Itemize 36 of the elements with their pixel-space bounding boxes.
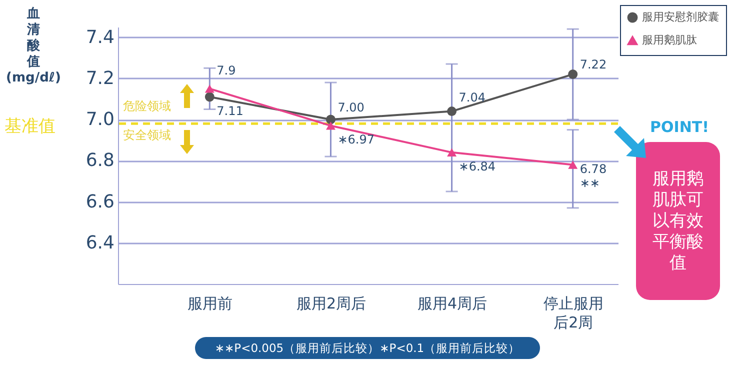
data-label: 7.04 <box>458 90 486 104</box>
annotation: ∗∗ <box>580 176 600 190</box>
text: ∗∗P<0.005（服用前后比较）∗P<0.1（服用前后比较） <box>195 337 540 359</box>
legend-label: 服用鹅肌肽 <box>642 34 697 46</box>
data-label: 7.22 <box>580 57 607 72</box>
point <box>447 106 457 116</box>
data-label: 7.00 <box>338 100 364 115</box>
point <box>326 114 336 124</box>
annotation: 安全领域 <box>123 127 171 144</box>
point <box>568 160 578 169</box>
point <box>204 92 214 102</box>
data-label: ∗6.97 <box>338 132 375 147</box>
y-tick-label: 6.4 <box>86 232 114 254</box>
point <box>447 148 457 157</box>
point <box>568 70 578 80</box>
y-tick-label: 6.8 <box>86 150 114 172</box>
data-label: 7.11 <box>216 104 244 118</box>
y-tick-label: 7.2 <box>86 68 114 89</box>
legend-label: 服用安慰剂胶囊 <box>642 10 719 24</box>
y-tick-label: 7.4 <box>86 26 114 48</box>
ref-line-label: 基准值 <box>4 116 56 137</box>
y-tick-label: 6.6 <box>86 191 114 212</box>
annotation: 7.9 <box>216 64 236 78</box>
y-axis-title: 血清酸值(mg/dℓ) <box>6 6 61 86</box>
text: 服用鹅肌肽可以有效平衡酸值 <box>636 142 720 300</box>
data-label: ∗6.84 <box>458 159 496 174</box>
y-tick-label: 7.0 <box>86 109 114 130</box>
x-tick-label: 停止服用后2周 <box>543 294 604 332</box>
point <box>204 84 214 93</box>
annotation: 危险领域 <box>123 98 171 115</box>
x-tick-label: 服用前 <box>188 294 233 312</box>
point <box>326 122 336 130</box>
x-tick-label: 服用4周后 <box>418 294 488 312</box>
data-label: 6.78 <box>580 162 607 176</box>
text: POINT! <box>650 118 709 136</box>
x-tick-label: 服用2周后 <box>296 294 366 312</box>
